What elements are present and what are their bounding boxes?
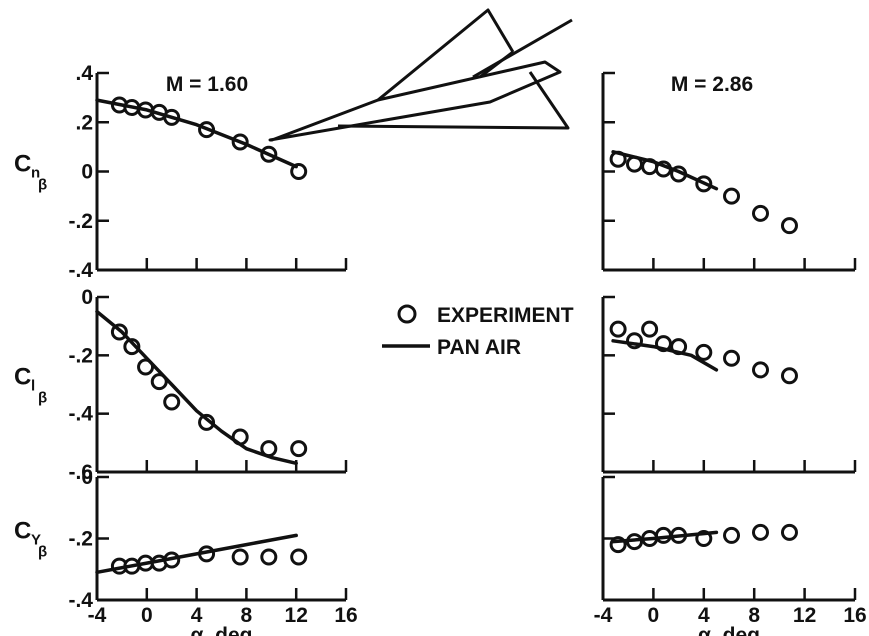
x-tick-label: 8	[241, 604, 253, 627]
experiment-point	[641, 320, 659, 338]
y-axis-title: C	[14, 518, 31, 545]
panel-title: M = 2.86	[671, 73, 753, 96]
x-tick-label: 12	[285, 604, 308, 627]
y-tick-label: -.2	[68, 528, 93, 551]
x-tick-label: 8	[748, 604, 760, 627]
x-tick-label: 16	[334, 604, 357, 627]
experiment-point	[752, 361, 769, 379]
legend-experiment-label: EXPERIMENT	[437, 304, 574, 327]
y-tick-label: -.2	[68, 344, 93, 367]
experiment-point	[723, 187, 741, 205]
y-tick-label: 0	[81, 466, 93, 489]
y-axis-title-subscript: l	[31, 378, 35, 395]
experiment-point	[780, 523, 798, 541]
legend-experiment-marker	[397, 304, 417, 324]
experiment-point	[780, 367, 798, 385]
pan-air-line	[95, 98, 298, 169]
pan-air-line	[611, 339, 719, 372]
experiment-point	[752, 523, 769, 541]
x-axis-title: α, deg	[698, 624, 760, 636]
y-axis-title-subscript-beta: β	[38, 390, 47, 407]
experiment-point	[609, 320, 627, 338]
experiment-point	[752, 204, 769, 222]
y-tick-label: 0	[81, 161, 93, 184]
x-tick-label: 16	[843, 604, 866, 627]
x-tick-label: 12	[793, 604, 816, 627]
y-tick-label: -.4	[68, 403, 93, 426]
experiment-point	[723, 349, 741, 367]
pan-air-line	[611, 530, 719, 544]
x-tick-label: 4	[191, 604, 203, 627]
y-tick-label: -.2	[68, 210, 93, 233]
y-axis-title-subscript-beta: β	[38, 544, 47, 561]
y-tick-label: -.4	[68, 589, 93, 612]
y-axis-title: C	[14, 364, 31, 391]
x-tick-label: 0	[141, 604, 153, 627]
panel-5	[601, 295, 857, 474]
x-tick-label: 4	[698, 604, 710, 627]
experiment-point	[198, 413, 216, 431]
legend-pan-air-label: PAN AIR	[437, 336, 521, 359]
y-axis-title-subscript: Y	[31, 532, 41, 549]
panel-3: 0 -.2 -.4-4 0 4 8 12 16 α, deg C Yβ	[14, 466, 358, 636]
experiment-point	[290, 548, 308, 566]
experiment-point	[137, 358, 155, 376]
pan-air-line	[611, 150, 719, 191]
experiment-point	[123, 338, 141, 356]
y-tick-label: .2	[75, 111, 93, 134]
y-axis-title-subscript: n	[31, 165, 40, 182]
y-tick-label: 0	[81, 286, 93, 309]
experiment-point	[231, 548, 249, 566]
panel-4: M = 2.86	[601, 71, 857, 272]
y-tick-label: -.6	[68, 461, 93, 484]
x-tick-label: 0	[648, 604, 660, 627]
experiment-point	[723, 526, 741, 544]
pan-air-line	[95, 309, 298, 466]
experiment-point	[150, 373, 168, 391]
experiment-point	[163, 393, 181, 411]
y-axis-title: C	[14, 151, 31, 178]
legend: EXPERIMENT PAN AIR	[382, 304, 574, 359]
x-tick-label: -4	[88, 604, 107, 627]
experiment-point	[695, 343, 713, 361]
y-tick-label: .4	[75, 62, 93, 85]
experiment-point	[290, 440, 308, 458]
y-axis-title-subscript-beta: β	[38, 177, 47, 194]
panel-title: M = 1.60	[166, 73, 248, 96]
panel-1: .4 .2 0 -.2 -.4 M = 1.60 C nβ	[14, 62, 348, 282]
delta-wing-aircraft-icon	[268, 8, 573, 142]
x-tick-label: -4	[594, 604, 613, 627]
x-axis-title: α, deg	[191, 624, 253, 636]
experiment-point	[780, 217, 798, 235]
pan-air-line	[95, 533, 298, 575]
experiment-point	[260, 548, 278, 566]
panels: .4.20-.2-.4M = 1.60C nβ0-.2-.4-.6C lβ0-.2-…	[14, 62, 867, 636]
y-tick-label: -.4	[68, 259, 93, 282]
panel-2: 0 -.2 -.4 -.6 C lβ	[14, 286, 348, 484]
panel-6: -4 0 4 8 12 16 α, deg	[594, 475, 867, 636]
